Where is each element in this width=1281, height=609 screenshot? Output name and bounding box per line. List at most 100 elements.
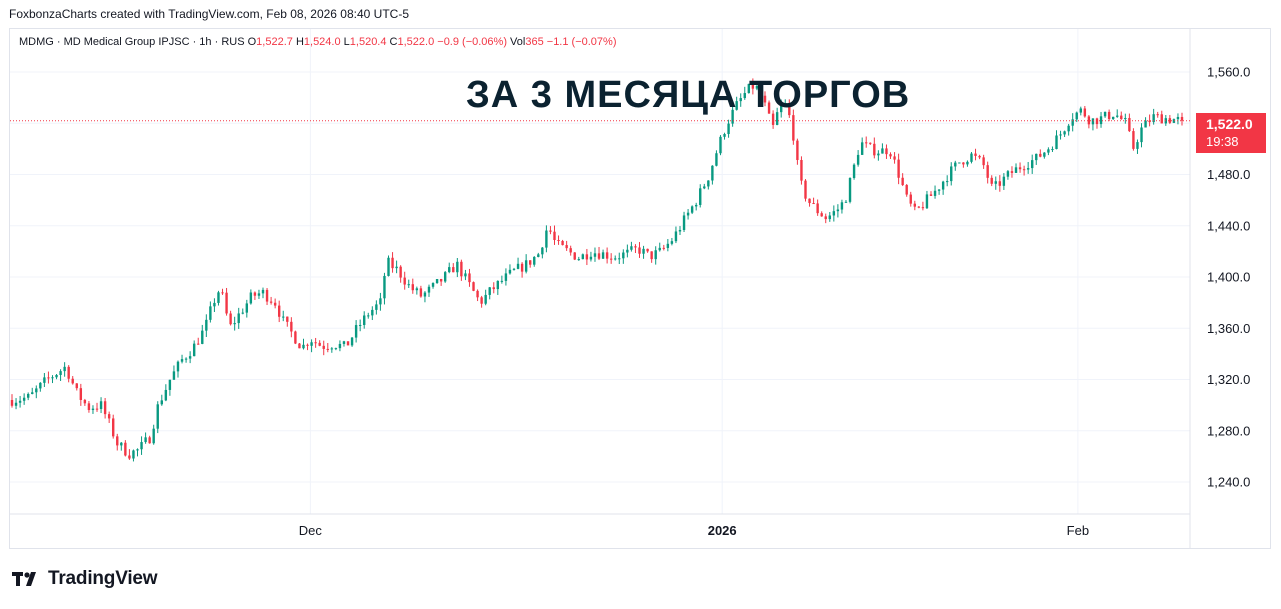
legend-change: −0.9 (−0.06%) [437, 36, 507, 48]
candle [630, 241, 633, 252]
candle [524, 254, 528, 274]
candle [18, 395, 22, 408]
candle [180, 354, 184, 364]
candle [1140, 123, 1143, 148]
candle [148, 435, 151, 444]
candle [468, 268, 471, 287]
candle [221, 288, 224, 295]
candle [229, 310, 232, 326]
candle [1002, 173, 1006, 190]
candle [1022, 165, 1026, 176]
candle [205, 314, 208, 337]
candle [107, 411, 111, 423]
candle [945, 175, 949, 187]
tradingview-logo[interactable]: TradingView [12, 568, 158, 590]
candle [893, 152, 896, 164]
candle [820, 211, 823, 217]
candle [711, 165, 714, 185]
price-tick-label: 1,320.0 [1207, 372, 1250, 387]
candle [1039, 149, 1042, 158]
candle [994, 176, 997, 190]
candle [771, 110, 775, 129]
price-tick-label: 1,440.0 [1207, 218, 1250, 233]
candle [658, 242, 661, 252]
candle [213, 298, 216, 313]
candle [759, 80, 763, 97]
candle [581, 253, 585, 260]
price-tick-label: 1,400.0 [1207, 270, 1250, 285]
chart-frame[interactable] [9, 28, 1271, 549]
candle [925, 190, 929, 210]
candle [488, 286, 491, 300]
candle [322, 340, 325, 356]
candle [597, 246, 601, 261]
candle [120, 442, 123, 451]
legend-low-value: 1,520.4 [349, 36, 387, 48]
candle [1152, 108, 1155, 125]
candle [913, 200, 917, 211]
candle [808, 198, 811, 207]
candle [747, 83, 751, 94]
candle [492, 282, 495, 294]
candle [1055, 130, 1058, 150]
candle [112, 414, 115, 439]
candle [836, 204, 840, 218]
candle [662, 244, 665, 251]
candle [168, 379, 172, 396]
candle [116, 433, 119, 451]
candle [545, 225, 548, 253]
candle [371, 306, 374, 321]
candle [941, 180, 945, 195]
candle [974, 148, 977, 161]
candle [828, 212, 831, 222]
candle [500, 275, 504, 284]
candlestick-series [10, 78, 1184, 462]
candle [448, 262, 451, 274]
candle [909, 191, 912, 207]
candle [553, 225, 556, 245]
candle [573, 252, 576, 261]
candle [642, 245, 645, 259]
candle [1148, 114, 1151, 127]
candle [780, 99, 783, 118]
candle [160, 394, 163, 406]
candle [873, 137, 876, 159]
symbol-legend[interactable]: MDMG · MD Medical Group IPJSC · 1h · RUS… [19, 36, 616, 48]
candle [682, 211, 686, 233]
candle [950, 162, 953, 186]
candle [739, 93, 742, 107]
candle [654, 246, 657, 265]
candle [265, 287, 269, 306]
candle [982, 154, 985, 169]
candle [310, 339, 313, 353]
candle [719, 135, 722, 156]
legend-symbol[interactable]: MDMG · MD Medical Group IPJSC · 1h · RUS [19, 36, 245, 48]
candle [1160, 110, 1163, 124]
candle [812, 197, 815, 205]
candle [537, 252, 540, 258]
price-tick-label: 1,360.0 [1207, 321, 1250, 336]
candle [201, 324, 204, 345]
candle [75, 383, 78, 391]
candle [775, 107, 779, 126]
candle [626, 244, 629, 258]
time-tick-label: 2026 [708, 523, 737, 538]
candle [1010, 166, 1014, 178]
candle [350, 337, 354, 347]
candle [184, 357, 188, 363]
candle [970, 151, 973, 164]
candle [897, 153, 900, 185]
price-axis: 1,240.0 1,280.0 1,320.0 1,360.0 1,400.0 1,440… [1189, 29, 1250, 548]
candle [605, 247, 609, 264]
candle [63, 362, 66, 377]
candle [294, 330, 297, 345]
candle [840, 199, 844, 214]
candle [1043, 152, 1046, 159]
candle [136, 448, 139, 457]
candle [318, 340, 321, 347]
candle [496, 280, 500, 295]
candle [512, 267, 516, 271]
candle [383, 272, 386, 305]
candle [1075, 111, 1078, 123]
